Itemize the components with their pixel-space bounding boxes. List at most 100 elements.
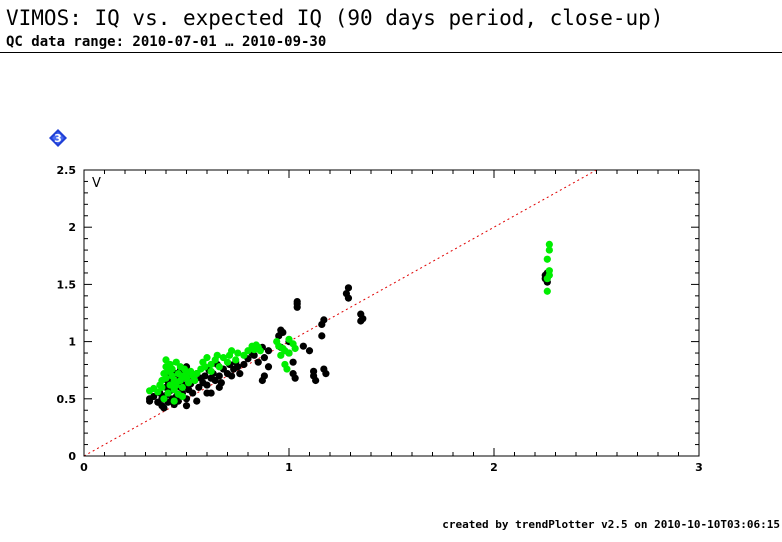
data-point bbox=[240, 351, 248, 359]
data-point bbox=[201, 372, 209, 380]
data-point bbox=[215, 363, 223, 371]
axis-tick-labels: 0 1 2 3 0 0.5 1 1.5 2 2.5 bbox=[57, 164, 703, 474]
data-point bbox=[234, 349, 242, 357]
data-point bbox=[207, 389, 215, 397]
series-0 bbox=[146, 269, 551, 412]
data-point bbox=[283, 365, 291, 373]
header-divider bbox=[0, 52, 782, 53]
data-point bbox=[162, 356, 170, 364]
data-point bbox=[291, 374, 299, 382]
data-point bbox=[182, 402, 191, 410]
data-point bbox=[250, 351, 258, 359]
numbered-diamond-icon: 3 bbox=[49, 129, 67, 147]
data-point bbox=[264, 347, 273, 355]
data-point bbox=[215, 372, 223, 380]
data-point bbox=[201, 363, 209, 371]
data-point bbox=[322, 370, 330, 378]
data-point bbox=[285, 335, 293, 343]
plot-frame bbox=[83, 169, 700, 457]
data-point bbox=[172, 381, 180, 389]
axis-ticks bbox=[83, 169, 700, 457]
data-point bbox=[207, 367, 215, 375]
data-point bbox=[320, 316, 328, 324]
data-point bbox=[258, 376, 266, 385]
panel-label: V bbox=[92, 176, 101, 191]
data-point bbox=[254, 358, 262, 366]
data-point bbox=[164, 389, 172, 397]
data-point bbox=[545, 246, 553, 254]
numbered-diamond-highlight bbox=[52, 132, 64, 144]
data-point bbox=[305, 347, 314, 355]
data-point bbox=[160, 404, 168, 412]
y-tick-label: 0.5 bbox=[57, 393, 77, 406]
data-point bbox=[279, 328, 287, 337]
data-point bbox=[178, 383, 186, 391]
data-point bbox=[158, 383, 166, 391]
data-point bbox=[236, 370, 244, 378]
data-point bbox=[172, 358, 180, 366]
data-point bbox=[211, 376, 219, 385]
data-point bbox=[168, 365, 176, 373]
series-1 bbox=[146, 240, 553, 405]
data-point bbox=[543, 287, 551, 295]
data-point bbox=[232, 356, 240, 364]
data-point bbox=[160, 395, 168, 403]
x-tick-label: 1 bbox=[285, 461, 293, 474]
data-point bbox=[291, 344, 299, 353]
footer-credit: created by trendPlotter v2.5 on 2010-10-… bbox=[442, 518, 780, 531]
y-tick-label: 2 bbox=[68, 221, 76, 234]
data-point bbox=[299, 342, 307, 350]
x-tick-label: 0 bbox=[80, 461, 88, 474]
data-point bbox=[228, 347, 236, 355]
x-tick-label: 3 bbox=[695, 461, 703, 474]
data-point bbox=[240, 360, 248, 369]
y-tick-label: 0 bbox=[68, 450, 76, 463]
data-point bbox=[312, 376, 320, 385]
data-point bbox=[193, 370, 201, 378]
data-points bbox=[146, 240, 553, 412]
data-point bbox=[166, 381, 174, 389]
data-point bbox=[207, 360, 215, 369]
data-point bbox=[289, 358, 297, 366]
data-point bbox=[195, 383, 203, 391]
y-tick-label: 1 bbox=[68, 336, 76, 349]
data-point bbox=[545, 240, 553, 248]
data-point bbox=[191, 376, 199, 385]
data-point bbox=[228, 372, 236, 380]
data-point bbox=[234, 363, 242, 371]
data-point bbox=[543, 255, 551, 263]
data-point bbox=[256, 347, 264, 355]
data-point bbox=[154, 388, 162, 396]
data-point bbox=[162, 374, 170, 382]
y-tick-label: 2.5 bbox=[57, 164, 77, 177]
data-point bbox=[260, 354, 268, 362]
data-point bbox=[178, 392, 186, 401]
data-point bbox=[193, 397, 201, 405]
y-tick-label: 1.5 bbox=[57, 278, 77, 291]
data-point bbox=[203, 354, 211, 362]
data-point bbox=[285, 349, 293, 357]
data-point bbox=[184, 379, 193, 387]
data-point bbox=[318, 332, 326, 340]
data-point bbox=[359, 315, 367, 323]
data-point bbox=[203, 381, 211, 389]
data-point bbox=[213, 351, 221, 359]
chart-subtitle: QC data range: 2010-07-01 … 2010-09-30 bbox=[6, 34, 327, 50]
plot-border bbox=[83, 169, 700, 457]
data-point bbox=[219, 354, 227, 362]
data-point bbox=[244, 347, 252, 355]
data-point bbox=[150, 392, 158, 401]
numbered-diamond-label: 3 bbox=[54, 132, 62, 145]
x-tick-label: 2 bbox=[490, 461, 498, 474]
data-point bbox=[189, 389, 197, 397]
data-point bbox=[223, 358, 232, 366]
data-point bbox=[344, 294, 353, 302]
data-point bbox=[293, 297, 301, 306]
data-point bbox=[215, 383, 223, 391]
data-point bbox=[264, 363, 273, 371]
data-point bbox=[170, 397, 178, 405]
data-point bbox=[543, 275, 551, 283]
chart-title: VIMOS: IQ vs. expected IQ (90 days perio… bbox=[6, 6, 664, 30]
data-point bbox=[344, 284, 353, 292]
